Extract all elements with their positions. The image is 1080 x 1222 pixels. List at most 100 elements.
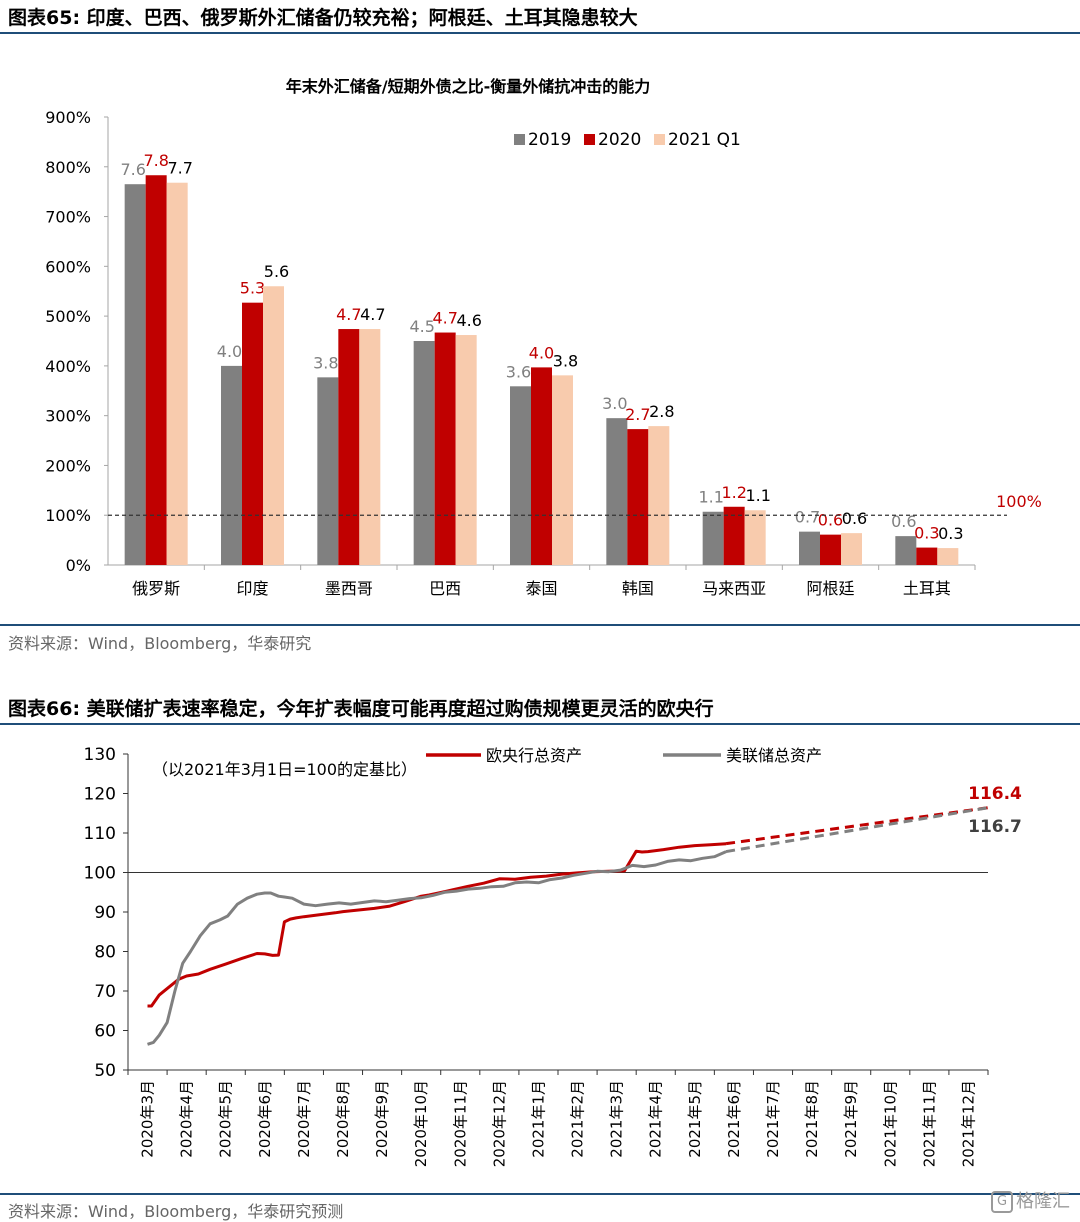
bar-2021q1 — [648, 426, 670, 565]
bar-2021q1 — [744, 510, 766, 565]
bar-category-label: 墨西哥 — [325, 579, 373, 598]
legend-label: 2020 — [598, 130, 641, 150]
bar-2021q1 — [552, 375, 573, 565]
figure66-bottom-rule — [0, 1193, 1080, 1195]
legend-label-fed: 美联储总资产 — [726, 746, 822, 765]
figure66-header: 图表66: 美联储扩表速率稳定，今年扩表幅度可能再度超过购债规模更灵活的欧央行 — [0, 691, 1080, 725]
bar-2020 — [916, 547, 938, 565]
legend-swatch — [514, 134, 525, 145]
bar-data-label: 3.8 — [553, 351, 578, 370]
line-chart-axes: 50 60 70 80 90 100 110 120 130 2020年3月 2020年4月 2020… — [84, 745, 989, 1167]
bar-2019 — [317, 377, 339, 565]
legend-label: 2019 — [528, 130, 571, 150]
line-x-tick-label: 2021年5月 — [686, 1080, 704, 1158]
line-x-tick-label: 2021年4月 — [647, 1080, 665, 1158]
bar-2021q1 — [455, 335, 477, 565]
bar-2021q1 — [841, 533, 862, 565]
figure65-title-rule — [0, 32, 1080, 34]
figure66-title: 图表66: 美联储扩表速率稳定，今年扩表幅度可能再度超过购债规模更灵活的欧央行 — [8, 698, 714, 720]
bar-2021q1 — [263, 286, 284, 565]
legend-label: 2021 Q1 — [668, 130, 741, 150]
line-y-tick-label: 80 — [94, 943, 116, 963]
bar-data-label: 7.7 — [167, 159, 192, 178]
bar-chart-legend: 2019 2020 2021 Q1 — [514, 130, 741, 150]
bar-2019 — [221, 365, 242, 565]
bar-category-label: 俄罗斯 — [132, 579, 180, 598]
bar-2020 — [531, 367, 552, 565]
bar-2019 — [895, 536, 917, 565]
figure65-bottom-rule — [0, 624, 1080, 626]
watermark-logo-icon: G — [991, 1191, 1013, 1213]
line-y-tick-label: 110 — [84, 824, 116, 844]
bar-data-label: 4.7 — [360, 305, 385, 324]
bar-y-tick-label: 400% — [45, 357, 91, 376]
bar-data-label: 3.0 — [602, 394, 627, 413]
bar-category-label: 马来西亚 — [702, 579, 766, 598]
line-x-tick-label: 2021年7月 — [764, 1080, 782, 1158]
bar-y-tick-label: 700% — [45, 208, 91, 227]
legend-swatch — [654, 134, 665, 145]
legend-label-ecb: 欧央行总资产 — [486, 746, 582, 765]
bar-data-label: 2.8 — [649, 402, 674, 421]
line-x-tick-label: 2020年9月 — [373, 1080, 391, 1158]
bar-data-label: 0.3 — [914, 524, 939, 543]
bar-data-label: 7.8 — [143, 151, 168, 170]
line-x-tick-label: 2020年3月 — [139, 1080, 157, 1158]
bar-category-label: 韩国 — [622, 579, 654, 598]
bar-data-label: 4.7 — [336, 305, 361, 324]
bar-2019 — [124, 184, 146, 565]
bar-data-label: 0.6 — [818, 511, 843, 530]
line-x-tick-label: 2021年8月 — [803, 1080, 821, 1158]
watermark-text: 格隆汇 — [1016, 1191, 1070, 1212]
bar-y-tick-label: 0% — [66, 556, 91, 575]
line-y-tick-label: 90 — [94, 903, 116, 923]
line-x-tick-label: 2020年12月 — [490, 1080, 508, 1167]
bar-2020 — [242, 302, 263, 565]
line-y-tick-label: 70 — [94, 982, 116, 1002]
bar-data-label: 0.6 — [842, 509, 867, 528]
bar-chart-marks: 7.64.03.84.53.63.01.10.7 0.67.85.34.7 4.74… — [108, 151, 1042, 566]
line-y-tick-label: 60 — [94, 1022, 116, 1042]
bar-y-tick-label: 500% — [45, 307, 91, 326]
bar-data-label: 4.0 — [217, 342, 242, 361]
line-x-tick-label: 2021年9月 — [842, 1080, 860, 1158]
bar-data-label: 4.5 — [409, 317, 434, 336]
fed-end-label: 116.7 — [968, 817, 1022, 837]
line-x-tick-label: 2021年12月 — [959, 1080, 977, 1167]
line-x-tick-label: 2020年6月 — [256, 1080, 274, 1158]
bar-2019 — [510, 386, 531, 565]
bar-data-label: 3.6 — [506, 362, 531, 381]
figure66-title-rule — [0, 723, 1080, 725]
figure65-header: 图表65: 印度、巴西、俄罗斯外汇储备仍较充裕；阿根廷、土耳其隐患较大 — [0, 0, 1080, 34]
line-x-tick-label: 2021年3月 — [608, 1080, 626, 1158]
bar-2019 — [606, 418, 628, 565]
figure65-source: 资料来源：Wind，Bloomberg，华泰研究 — [8, 634, 312, 653]
line-chart-annotation: （以2021年3月1日=100的定基比） — [152, 760, 417, 779]
line-x-tick-label: 2021年2月 — [569, 1080, 587, 1158]
line-x-tick-label: 2020年10月 — [412, 1080, 430, 1167]
bar-chart-axes: 0% 100% 200% 300% 400% 500% 600% 700% 800% 900% 俄罗… — [45, 108, 976, 598]
line-x-tick-label: 2020年4月 — [178, 1080, 196, 1158]
bar-data-label: 0.3 — [938, 524, 963, 543]
line-chart-legend: 欧央行总资产 美联储总资产 — [426, 746, 822, 765]
bar-data-label: 2.7 — [625, 405, 650, 424]
bar-category-label: 巴西 — [429, 579, 461, 598]
bar-category-label: 土耳其 — [903, 579, 951, 598]
bar-data-label: 7.6 — [120, 160, 145, 179]
line-x-tick-label: 2020年7月 — [295, 1080, 313, 1158]
bar-data-label: 0.7 — [795, 508, 820, 527]
bar-chart-title: 年末外汇储备/短期外债之比-衡量外储抗冲击的能力 — [286, 77, 651, 96]
bar-2020 — [434, 332, 456, 565]
bar-data-label: 4.0 — [529, 343, 554, 362]
ecb-end-label: 116.4 — [968, 784, 1022, 804]
bar-2019 — [702, 511, 724, 565]
line-x-tick-label: 2021年10月 — [881, 1080, 899, 1167]
bar-2020 — [820, 534, 841, 565]
bar-y-tick-label: 300% — [45, 407, 91, 426]
watermark: G 格隆汇 — [991, 1187, 1070, 1213]
bar-y-tick-label: 100% — [45, 506, 91, 525]
line-chart-marks: 116.4 116.7 — [147, 784, 1022, 1046]
bar-y-tick-label: 200% — [45, 456, 91, 475]
bar-data-label: 0.6 — [891, 512, 916, 531]
bar-y-tick-label: 600% — [45, 257, 91, 276]
